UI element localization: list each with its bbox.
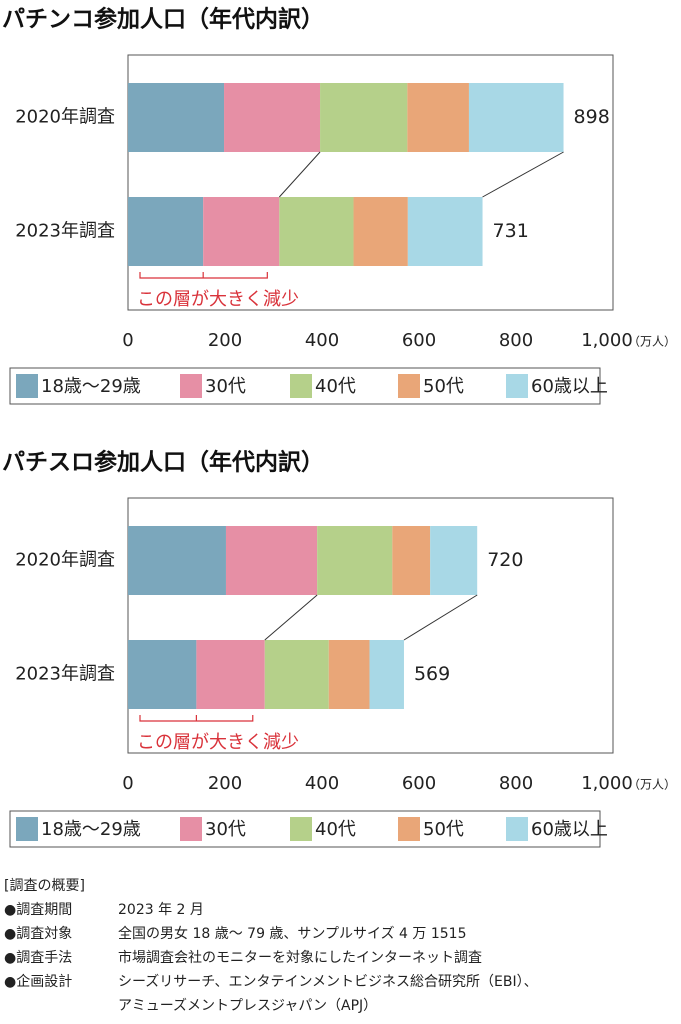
category-label: 2020年調査 — [15, 107, 115, 128]
legend-label: 18歳〜29歳 — [41, 376, 141, 397]
plot-frame — [127, 497, 614, 754]
legend-label: 50代 — [423, 819, 464, 840]
x-tick-label: 200 — [208, 773, 242, 794]
legend-label: 60歳以上 — [531, 376, 608, 397]
annotation: この層が大きく減少 — [137, 289, 299, 310]
x-tick-label: 800 — [499, 773, 533, 794]
bar-segment — [369, 640, 404, 709]
footnote-label: ●調査手法 — [4, 950, 72, 966]
total-label: 720 — [487, 549, 523, 571]
bar-segment — [128, 83, 225, 152]
bracket — [139, 272, 268, 279]
bar-segment — [317, 526, 393, 595]
bar-segment — [128, 197, 204, 266]
legend-frame — [9, 367, 601, 405]
total-label: 731 — [493, 220, 529, 242]
bar-segment — [196, 640, 265, 709]
footnote-label: ●調査期間 — [4, 902, 72, 918]
x-tick-label: 600 — [402, 330, 436, 351]
total-label: 898 — [574, 106, 610, 128]
footnote-text: 2023 年 2 月 — [118, 902, 204, 918]
bar-segment — [128, 640, 197, 709]
bar-segment — [328, 640, 370, 709]
footnote-label: ●企画設計 — [4, 973, 72, 990]
legend-swatch — [290, 374, 312, 398]
footnote-text: 全国の男女 18 歳〜 79 歳、サンプルサイズ 4 万 1515 — [118, 925, 466, 942]
total-label: 569 — [414, 663, 450, 685]
x-tick-label: 800 — [499, 330, 533, 351]
x-tick-label: 0 — [122, 773, 133, 794]
bar-segment — [353, 197, 408, 266]
legend-frame — [9, 810, 601, 848]
legend-swatch — [16, 817, 38, 841]
legend-swatch — [290, 817, 312, 841]
legend-label: 50代 — [423, 376, 464, 397]
x-tick-label: 0 — [122, 330, 133, 351]
bar-segment — [279, 197, 354, 266]
unit-label: （万人） — [628, 778, 676, 792]
bracket — [139, 715, 254, 722]
legend-swatch — [398, 374, 420, 398]
chart-title: パチンコ参加人口（年代内訳） — [2, 6, 324, 33]
bar-segment — [407, 197, 483, 266]
legend-label: 60歳以上 — [531, 819, 608, 840]
x-tick-label: 400 — [305, 773, 339, 794]
legend-label: 30代 — [205, 376, 246, 397]
legend-label: 40代 — [315, 376, 356, 397]
bar-segment — [203, 197, 280, 266]
legend-swatch — [180, 374, 202, 398]
connector — [264, 594, 318, 641]
legend-label: 18歳〜29歳 — [41, 819, 141, 840]
footnote-label: ●調査対象 — [4, 926, 72, 942]
plot-frame — [127, 54, 614, 311]
bar-segment — [224, 83, 321, 152]
bar-segment — [225, 526, 318, 595]
legend-label: 30代 — [205, 819, 246, 840]
unit-label: （万人） — [628, 335, 676, 349]
bar-segment — [264, 640, 329, 709]
footnote-header: [調査の概要] — [4, 878, 85, 894]
legend-label: 40代 — [315, 819, 356, 840]
x-tick-label: 200 — [208, 330, 242, 351]
annotation: この層が大きく減少 — [137, 732, 299, 753]
chart-title: パチスロ参加人口（年代内訳） — [2, 449, 324, 476]
connector — [403, 594, 478, 641]
category-label: 2020年調査 — [15, 550, 115, 571]
category-label: 2023年調査 — [15, 664, 115, 685]
bar-segment — [128, 526, 226, 595]
legend-swatch — [180, 817, 202, 841]
footnote-text: アミューズメントプレスジャパン（APJ） — [118, 998, 377, 1014]
legend-swatch — [506, 817, 528, 841]
bar-segment — [407, 83, 469, 152]
legend-swatch — [398, 817, 420, 841]
bar-segment — [320, 83, 408, 152]
footnote-text: シーズリサーチ、エンタテインメントビジネス総合研究所（EBI）、 — [118, 974, 538, 990]
connector — [482, 151, 564, 198]
footnote-text: 市場調査会社のモニターを対象にしたインターネット調査 — [118, 949, 482, 966]
bar-segment — [468, 83, 564, 152]
x-tick-label: 1,000 — [581, 330, 633, 351]
legend-swatch — [16, 374, 38, 398]
x-tick-label: 1,000 — [581, 773, 633, 794]
category-label: 2023年調査 — [15, 221, 115, 242]
bar-segment — [430, 526, 478, 595]
legend-swatch — [506, 374, 528, 398]
x-tick-label: 600 — [402, 773, 436, 794]
x-tick-label: 400 — [305, 330, 339, 351]
connector — [278, 151, 321, 198]
bar-segment — [392, 526, 431, 595]
